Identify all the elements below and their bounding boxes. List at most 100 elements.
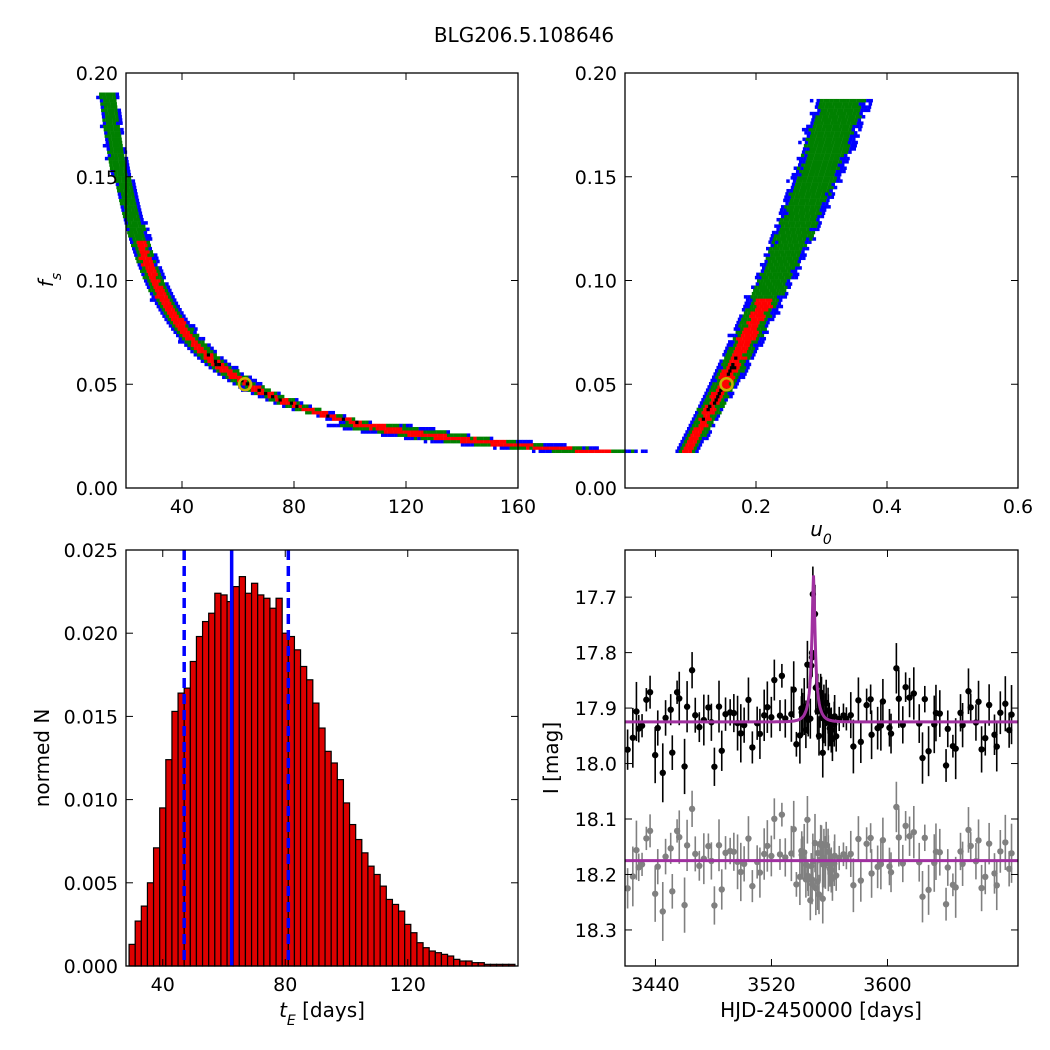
density-cell <box>112 118 116 122</box>
density-cell <box>744 340 749 344</box>
histogram-bar <box>146 882 155 967</box>
density-cell <box>574 449 579 454</box>
density-cell <box>855 102 859 106</box>
density-cell <box>314 407 319 412</box>
residual-point <box>654 863 661 870</box>
density-cell <box>172 324 176 328</box>
density-cell <box>822 208 827 212</box>
density-cell <box>141 246 146 251</box>
density-cell <box>119 166 124 170</box>
data-point <box>959 721 966 729</box>
density-cell <box>125 198 130 203</box>
density-cell <box>780 253 784 257</box>
density-cell <box>181 340 185 344</box>
density-cell <box>453 439 457 444</box>
density-cell <box>820 176 824 180</box>
density-cell <box>144 253 148 257</box>
density-cell <box>367 430 371 434</box>
data-point <box>819 749 826 756</box>
density-cell <box>189 333 193 338</box>
density-cell <box>810 166 814 170</box>
density-cell <box>331 417 336 421</box>
density-cell <box>823 156 827 161</box>
density-cell <box>830 195 835 199</box>
data-point <box>760 712 768 719</box>
density-cell <box>787 214 792 219</box>
density-cell <box>140 269 144 273</box>
density-cell <box>779 246 783 251</box>
density-cell <box>715 381 720 386</box>
density-cell <box>188 336 193 341</box>
density-cell <box>811 140 815 145</box>
density-cell <box>728 381 733 386</box>
density-cell <box>151 295 155 299</box>
density-cell <box>261 385 265 389</box>
density-cell <box>291 398 296 402</box>
density-cell <box>805 182 809 187</box>
density-cell <box>785 230 789 235</box>
density-cell <box>691 417 696 421</box>
density-cell <box>119 147 124 151</box>
density-cell <box>379 423 383 428</box>
density-cell <box>815 211 819 216</box>
density-cell <box>806 188 810 193</box>
density-cell <box>842 156 847 161</box>
density-cell <box>754 285 758 289</box>
density-cell <box>115 95 120 100</box>
density-cell <box>807 143 811 148</box>
density-cell <box>242 381 246 386</box>
density-cell <box>735 324 739 328</box>
density-cell <box>406 430 411 434</box>
density-cell <box>850 121 854 125</box>
density-cell <box>335 417 339 421</box>
density-cell <box>853 108 858 113</box>
density-cell <box>221 362 225 367</box>
density-cell <box>848 115 853 119</box>
density-cell <box>758 307 762 312</box>
density-cell <box>124 179 129 183</box>
density-cell <box>204 359 208 363</box>
density-cell <box>191 324 196 328</box>
p2-ticks: 0.2 0.4 0.60.000.050.100.150.20 <box>575 63 1033 518</box>
density-cell <box>780 205 785 209</box>
density-cell <box>177 327 182 331</box>
density-cell <box>806 156 811 161</box>
density-cell <box>782 256 786 261</box>
density-cell <box>738 346 742 351</box>
density-cell <box>761 307 766 312</box>
density-cell <box>809 147 813 151</box>
density-cell <box>711 410 716 415</box>
density-cell <box>469 439 474 444</box>
density-cell <box>190 349 194 354</box>
density-cell <box>116 147 120 151</box>
density-cell <box>845 102 849 106</box>
density-cell <box>741 346 746 351</box>
density-cell <box>847 105 852 109</box>
density-cell <box>142 250 147 254</box>
density-cell <box>833 185 838 190</box>
density-cell <box>841 160 846 164</box>
density-cell <box>348 420 353 425</box>
density-cell <box>190 343 195 347</box>
data-point <box>629 734 637 741</box>
density-cell <box>430 439 434 444</box>
density-cell <box>526 439 530 444</box>
density-cell <box>834 163 838 167</box>
density-cell <box>789 237 793 241</box>
density-cell <box>730 349 734 354</box>
density-cell <box>814 131 818 135</box>
density-cell <box>788 282 793 286</box>
density-cell <box>186 330 191 335</box>
histogram-bar <box>367 865 375 967</box>
density-cell <box>126 166 130 170</box>
density-cell <box>796 166 801 170</box>
density-cell <box>446 430 451 434</box>
density-cell <box>410 433 415 437</box>
density-cell <box>754 340 759 344</box>
density-cell <box>153 269 157 273</box>
density-cell <box>816 147 820 151</box>
density-cell <box>773 253 778 257</box>
density-cell <box>400 433 405 437</box>
density-cell <box>133 230 138 235</box>
density-cell <box>845 115 849 119</box>
